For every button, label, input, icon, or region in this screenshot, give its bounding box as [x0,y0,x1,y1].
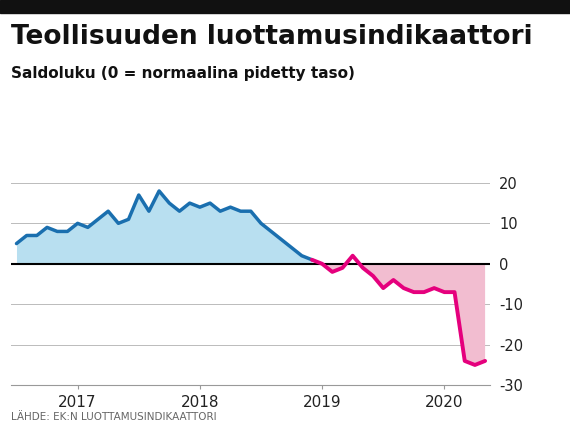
Text: Saldoluku (0 = normaalina pidetty taso): Saldoluku (0 = normaalina pidetty taso) [11,66,355,81]
Text: Teollisuuden luottamusindikaattori: Teollisuuden luottamusindikaattori [11,24,533,50]
Text: LÄHDE: EK:N LUOTTAMUSINDIKAATTORI: LÄHDE: EK:N LUOTTAMUSINDIKAATTORI [11,412,217,422]
